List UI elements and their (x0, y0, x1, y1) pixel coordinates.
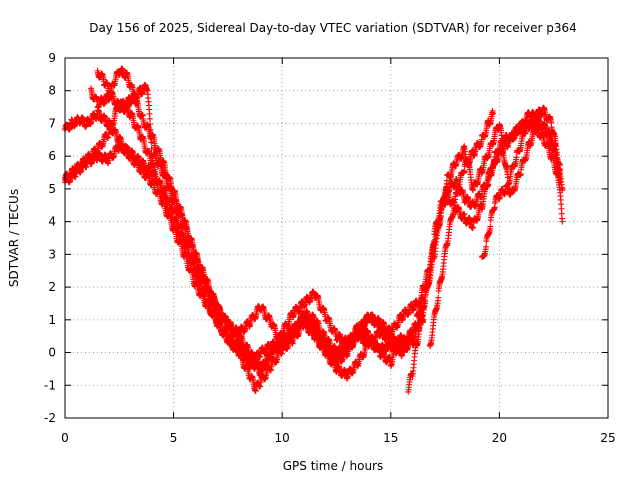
y-tick-label: -1 (44, 378, 56, 392)
data-points-layer (62, 66, 565, 395)
y-tick-label: 2 (48, 280, 56, 294)
x-tick-label: 25 (600, 431, 615, 445)
y-tick-label: 9 (48, 51, 56, 65)
x-tick-label: 5 (170, 431, 178, 445)
data-point (147, 116, 153, 122)
y-tick-label: 0 (48, 346, 56, 360)
y-tick-label: 4 (48, 215, 56, 229)
x-tick-label: 0 (61, 431, 69, 445)
y-tick-label: 3 (48, 247, 56, 261)
x-tick-label: 20 (492, 431, 507, 445)
y-tick-label: 6 (48, 149, 56, 163)
x-tick-label: 15 (383, 431, 398, 445)
y-tick-label: -2 (44, 411, 56, 425)
y-tick-label: 1 (48, 313, 56, 327)
y-tick-label: 8 (48, 84, 56, 98)
y-tick-label: 5 (48, 182, 56, 196)
x-tick-label: 10 (275, 431, 290, 445)
y-tick-label: 7 (48, 116, 56, 130)
